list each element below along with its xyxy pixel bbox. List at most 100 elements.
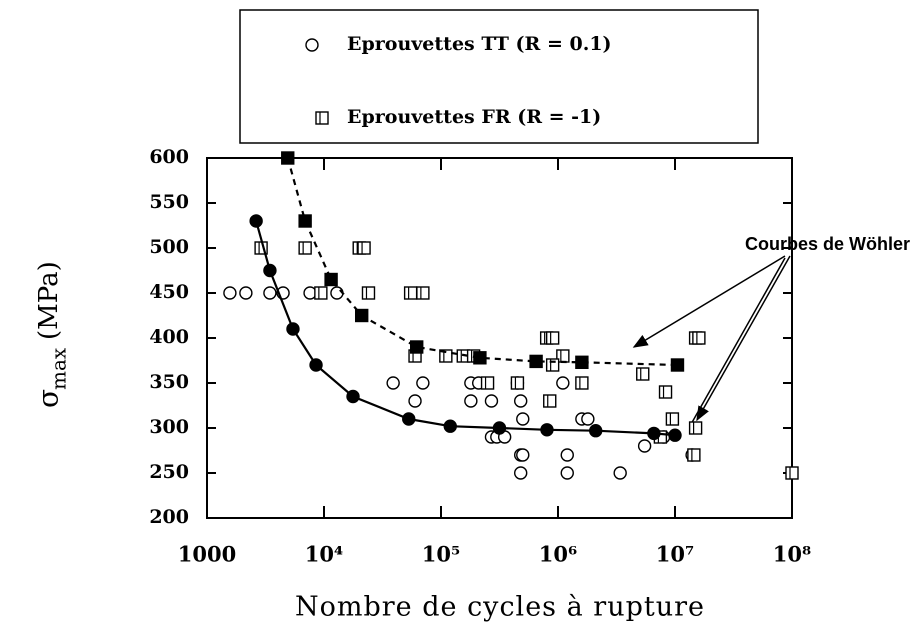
point (510, 376, 525, 390)
point-box (324, 272, 338, 287)
point (386, 376, 400, 390)
y-tick-label: 200 (149, 506, 189, 528)
point-box (575, 376, 589, 390)
point-box (473, 351, 487, 365)
fit-line (255, 220, 676, 437)
point (670, 358, 685, 372)
point (514, 466, 528, 480)
point-box (361, 286, 376, 300)
point (540, 423, 554, 437)
point (560, 466, 574, 480)
annotation-arrows (632, 255, 791, 427)
point (543, 394, 557, 408)
point (560, 448, 574, 462)
arrow (696, 255, 791, 422)
point-box (687, 448, 701, 462)
point (223, 286, 237, 300)
point-box (785, 466, 799, 480)
point (575, 376, 589, 390)
point-box (543, 394, 557, 408)
point (249, 214, 263, 228)
point-box (403, 286, 418, 300)
legend-symbol (315, 111, 329, 125)
point-box (357, 241, 371, 255)
point (354, 308, 369, 323)
point (588, 424, 603, 438)
y-tick-label: 400 (149, 326, 189, 348)
point-box (636, 367, 650, 381)
point (658, 385, 673, 399)
point (514, 394, 528, 408)
point (298, 214, 312, 228)
x-tick-label: 10⁷ (656, 542, 694, 567)
y-tick-label: 300 (149, 416, 189, 438)
y-label-unit: (MPa) (34, 261, 64, 340)
point-box (281, 151, 295, 165)
y-tick-label: 500 (149, 236, 189, 258)
y-tick-label: 600 (149, 146, 189, 168)
point (309, 358, 323, 372)
point-box (658, 385, 673, 399)
x-tick-label: 1000 (178, 542, 236, 567)
point-box (354, 308, 369, 323)
point (556, 349, 570, 363)
point-box (510, 376, 525, 390)
point-box (410, 340, 424, 354)
x-tick-label: 10⁵ (422, 542, 460, 567)
arrow (689, 257, 786, 427)
point (263, 263, 277, 278)
point (668, 428, 682, 442)
point (492, 421, 507, 435)
x-tick-label: 10⁸ (773, 542, 811, 567)
point (473, 351, 487, 365)
point (785, 466, 799, 480)
legend-label: Eprouvettes TT (R = 0.1) (347, 33, 612, 55)
point (687, 448, 701, 462)
point-box (314, 286, 328, 300)
point-box (315, 111, 329, 125)
point-box (575, 355, 589, 369)
point-box (665, 412, 680, 426)
point (637, 439, 652, 453)
point-box (670, 358, 685, 372)
arrow (632, 255, 786, 348)
point (575, 355, 589, 369)
point (688, 421, 703, 435)
point (408, 394, 422, 408)
point (324, 272, 338, 287)
point (613, 466, 627, 480)
point (403, 286, 418, 300)
point (647, 426, 661, 441)
point (464, 394, 478, 408)
x-tick-label: 10⁴ (305, 542, 343, 567)
point (346, 389, 360, 404)
point-box (298, 214, 312, 228)
point-box (298, 241, 312, 255)
point (516, 412, 530, 426)
y-tick-label: 250 (149, 461, 189, 483)
legend-box (239, 9, 759, 144)
point (263, 286, 277, 300)
y-label-sub: max (47, 347, 71, 390)
point-box (439, 349, 453, 363)
point-box (688, 421, 703, 435)
point (281, 151, 295, 165)
legend-label: Eprouvettes FR (R = -1) (347, 106, 601, 128)
y-tick-label: 550 (149, 191, 189, 213)
x-tick-label: 10⁶ (539, 542, 577, 567)
point (480, 376, 495, 390)
point (361, 286, 376, 300)
annotation: Courbes de Wöhler (745, 234, 910, 254)
point-box (416, 286, 430, 300)
point (298, 241, 312, 255)
point (692, 331, 706, 345)
fit-line (286, 157, 678, 367)
point (581, 412, 595, 426)
point (545, 331, 560, 345)
point (665, 412, 680, 426)
y-label-symbol: σ (32, 389, 65, 408)
legend-symbol (305, 38, 319, 52)
point (443, 419, 457, 433)
point (529, 354, 543, 369)
